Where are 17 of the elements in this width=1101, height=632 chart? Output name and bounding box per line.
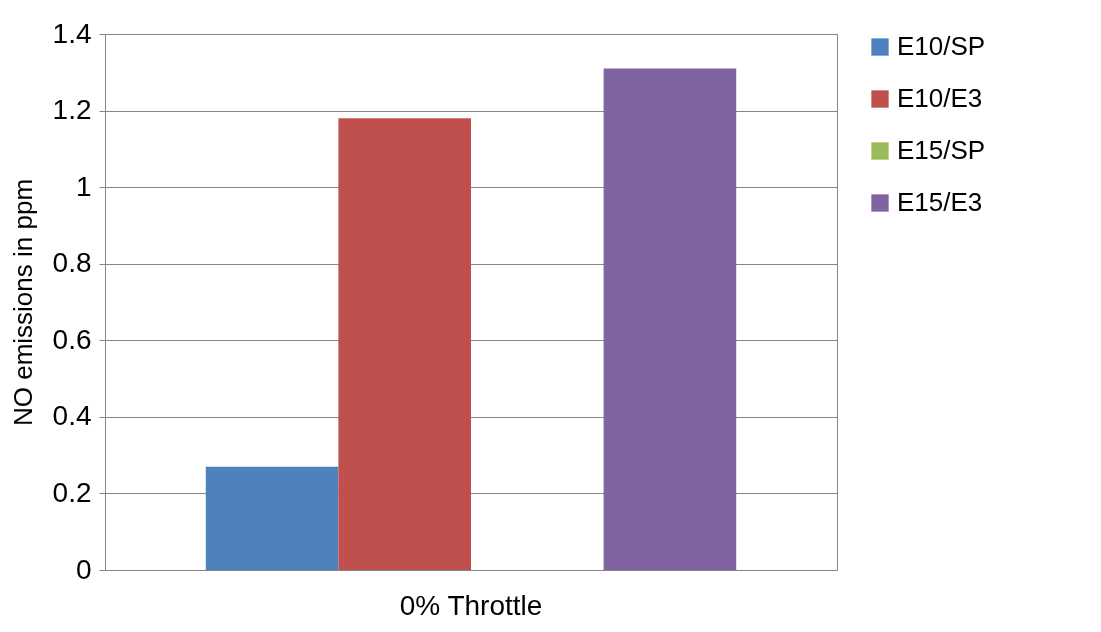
y-tick-label: 0.4 <box>52 400 92 432</box>
bar <box>205 466 339 570</box>
y-tick-label: 1.4 <box>52 17 92 49</box>
y-tick-label: 1 <box>75 170 92 202</box>
y-axis-title: NO emissions in ppm <box>7 178 38 427</box>
legend-label: E10/E3 <box>897 83 983 113</box>
y-tick-label: 0.8 <box>52 247 92 279</box>
legend-label: E15/SP <box>897 135 986 165</box>
bar <box>338 118 471 570</box>
y-tick-label: 0.6 <box>52 323 92 355</box>
y-tick-label: 0 <box>75 553 92 585</box>
bar <box>603 68 737 570</box>
legend-label: E15/E3 <box>897 187 983 217</box>
x-tick-label: 0% Throttle <box>399 589 543 621</box>
y-tick-label: 0.2 <box>52 476 92 508</box>
y-tick-label: 1.2 <box>52 94 92 126</box>
legend-label: E10/SP <box>897 31 986 61</box>
